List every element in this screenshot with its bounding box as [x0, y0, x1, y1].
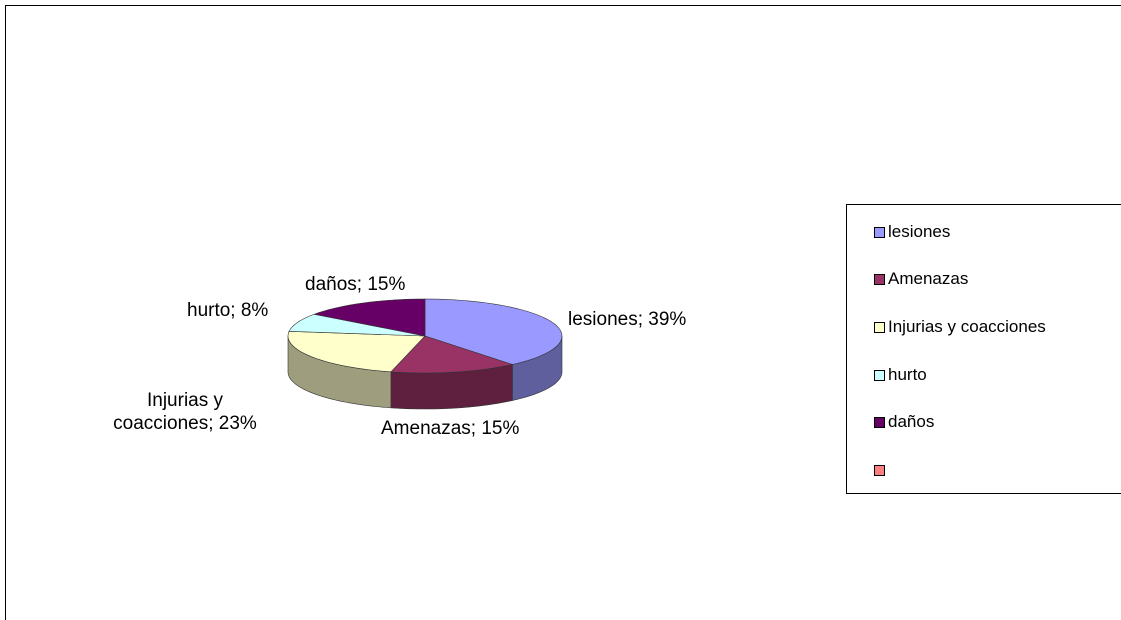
legend-label: lesiones: [888, 222, 951, 241]
data-label-danos: daños; 15%: [305, 274, 406, 295]
chart-area: [5, 5, 1121, 620]
legend-swatch: [874, 321, 885, 333]
legend-swatch: [874, 369, 885, 381]
legend-label: daños: [888, 412, 935, 431]
data-label-injurias-line1: Injurias y: [146, 390, 224, 411]
data-label-injurias-line2: coacciones; 23%: [113, 413, 257, 434]
legend-label: hurto: [888, 365, 927, 384]
legend-swatch: [874, 273, 885, 285]
legend: lesiones Amenazas Injurias y coacciones …: [846, 204, 1121, 494]
pie-slice-injurias-y-coacciones: [287, 331, 426, 373]
data-label-amenazas: Amenazas; 15%: [381, 418, 520, 439]
pie-slice-hurto: [288, 313, 426, 337]
legend-label: Amenazas: [888, 269, 969, 288]
legend-item-lesiones: lesiones: [874, 221, 950, 243]
pie-slice-amenazas: [390, 335, 514, 374]
legend-swatch: [874, 416, 885, 428]
pie-slice-daños: [313, 298, 426, 337]
legend-label: Injurias y coacciones: [888, 317, 1046, 336]
data-label-lesiones: lesiones; 39%: [568, 309, 687, 330]
data-label-hurto: hurto; 8%: [187, 300, 269, 321]
pie-slice-lesiones: [424, 298, 563, 365]
legend-item-danos: daños: [874, 411, 934, 433]
legend-swatch: [874, 226, 885, 238]
legend-item-amenazas: Amenazas: [874, 268, 968, 290]
legend-item-empty: [874, 459, 888, 481]
legend-item-hurto: hurto: [874, 364, 927, 386]
legend-item-injurias: Injurias y coacciones: [874, 316, 1046, 338]
legend-swatch: [874, 464, 885, 476]
